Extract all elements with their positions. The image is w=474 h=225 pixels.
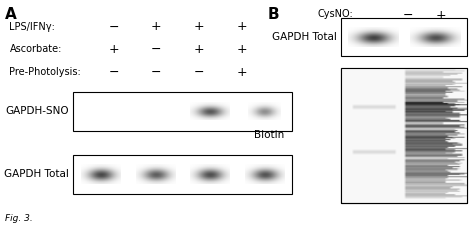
Text: −: − [151, 65, 162, 79]
Text: +: + [194, 20, 204, 34]
Bar [341, 68, 467, 203]
Bar [341, 18, 467, 56]
Text: LPS/IFNγ:: LPS/IFNγ: [9, 22, 55, 32]
Text: B: B [268, 7, 280, 22]
Text: Pre-Photolysis:: Pre-Photolysis: [9, 67, 81, 77]
Text: +: + [151, 20, 162, 34]
Text: −: − [109, 20, 119, 34]
Text: −: − [194, 65, 204, 79]
Text: +: + [194, 43, 204, 56]
Text: +: + [436, 9, 446, 22]
Text: CysNO:: CysNO: [318, 9, 353, 19]
Text: A: A [5, 7, 17, 22]
Text: −: − [109, 65, 119, 79]
Text: +: + [237, 65, 247, 79]
Bar [341, 68, 467, 203]
Text: Biotin: Biotin [254, 130, 284, 140]
Text: GAPDH Total: GAPDH Total [272, 32, 337, 42]
Text: −: − [151, 43, 162, 56]
Text: GAPDH-SNO: GAPDH-SNO [5, 106, 69, 116]
Text: Fig. 3.: Fig. 3. [5, 214, 33, 223]
Bar [73, 155, 292, 194]
Text: +: + [237, 43, 247, 56]
Text: −: − [402, 9, 413, 22]
Text: +: + [237, 20, 247, 34]
Bar [73, 92, 292, 130]
Text: +: + [109, 43, 119, 56]
Text: GAPDH Total: GAPDH Total [4, 169, 69, 179]
Text: Ascorbate:: Ascorbate: [9, 45, 62, 54]
